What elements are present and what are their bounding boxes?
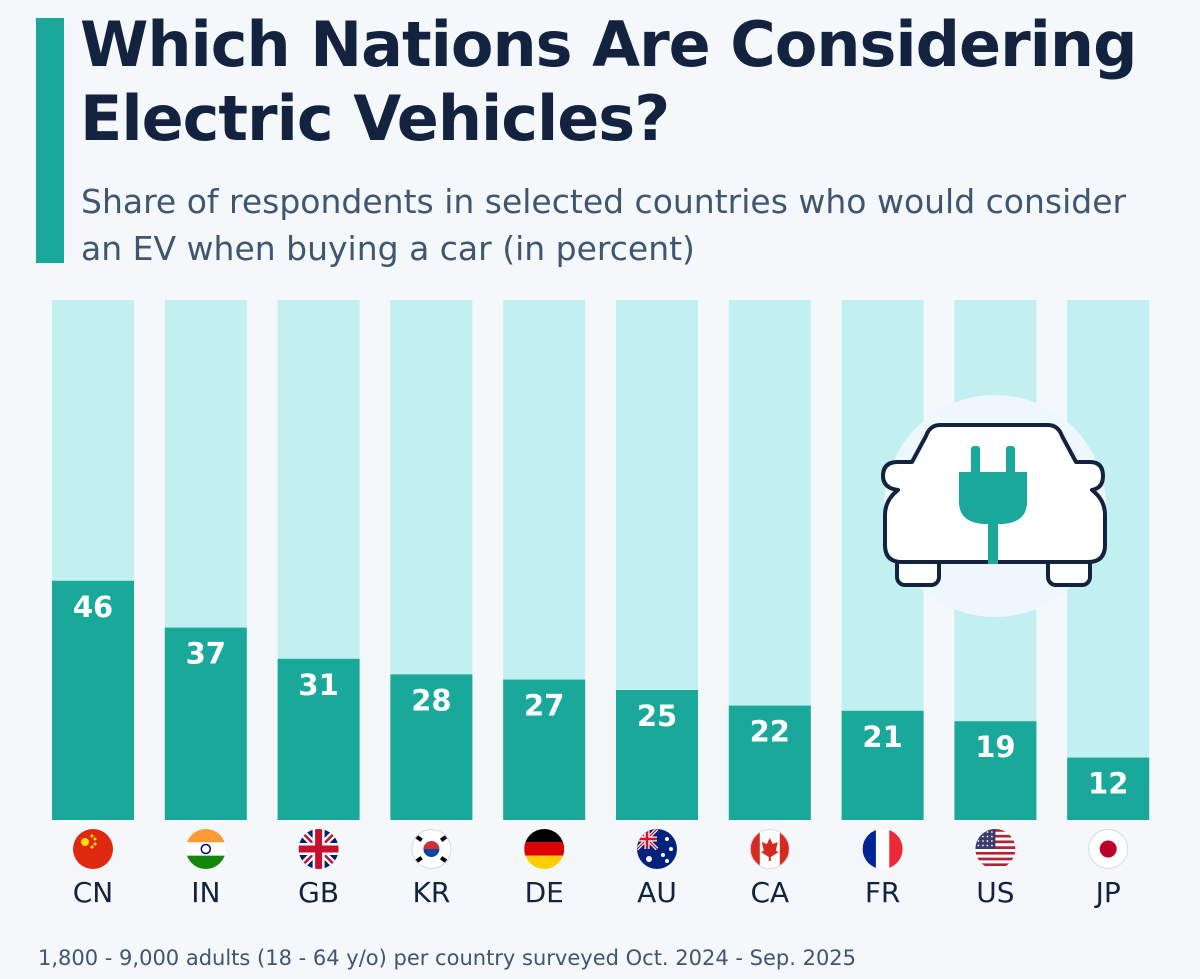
bar-kr [390, 674, 473, 820]
category-label: GB [298, 876, 339, 909]
flag-in-icon [185, 829, 226, 869]
data-label: 21 [862, 720, 902, 754]
bar-group-ca: 22 CA [728, 300, 811, 909]
title-accent-bar [36, 18, 64, 263]
category-label: JP [1094, 876, 1121, 909]
bar-group-cn: 46 CN [52, 300, 134, 909]
flag-us-icon [975, 829, 1016, 869]
data-label: 22 [750, 715, 790, 749]
category-label: AU [637, 876, 677, 909]
bar-fr [841, 710, 924, 820]
category-label: KR [412, 876, 450, 909]
chart-subtitle: Share of respondents in selected countri… [81, 182, 1127, 268]
bar-group-in: 37 IN [164, 300, 247, 909]
data-label: 28 [411, 683, 451, 717]
data-label: 31 [298, 668, 338, 702]
data-label: 46 [73, 590, 113, 624]
flag-de-icon [524, 829, 565, 869]
data-label: 27 [524, 689, 564, 723]
bar-group-gb: 31 GB [277, 300, 360, 909]
bar-cn [52, 580, 134, 820]
bar-group-au: 25 AU [616, 300, 698, 909]
flag-gb-icon [298, 829, 339, 869]
bar-de [503, 679, 586, 820]
flag-fr-icon [862, 829, 903, 869]
category-label: FR [865, 876, 901, 909]
bar-us [954, 721, 1037, 820]
category-label: IN [191, 876, 220, 909]
chart-title: Which Nations Are Considering Electric V… [80, 8, 1137, 155]
bar-jp [1067, 757, 1150, 820]
data-label: 19 [975, 730, 1015, 764]
bar-group-de: 27 DE [503, 300, 586, 909]
category-label: US [976, 876, 1014, 909]
bar-group-fr: 21 FR [841, 300, 924, 909]
footnote: 1,800 - 9,000 adults (18 - 64 y/o) per c… [38, 946, 857, 970]
bar-group-jp: 12 JP [1067, 300, 1150, 909]
bar-ca [728, 705, 811, 820]
flag-kr-icon [411, 829, 452, 869]
bar-in [164, 627, 247, 820]
ev-car-plug-icon [881, 395, 1107, 617]
bar-chart: 46 CN 37 IN 31 GB 28 KR 27 DE 25 AU 22 CA 21 FR 19 US 12 JP [52, 300, 1150, 909]
data-label: 25 [637, 699, 677, 733]
bar-group-kr: 28 KR [390, 300, 473, 909]
category-label: CN [73, 876, 114, 909]
flag-au-icon [637, 829, 677, 869]
bar-gb [277, 658, 360, 820]
flag-ca-icon [749, 829, 790, 869]
category-label: DE [525, 876, 564, 909]
data-label: 37 [186, 637, 226, 671]
flag-jp-icon [1088, 829, 1129, 869]
data-label: 12 [1088, 767, 1128, 801]
flag-cn-icon [73, 829, 113, 869]
category-label: CA [750, 876, 789, 909]
bar-au [616, 690, 698, 820]
